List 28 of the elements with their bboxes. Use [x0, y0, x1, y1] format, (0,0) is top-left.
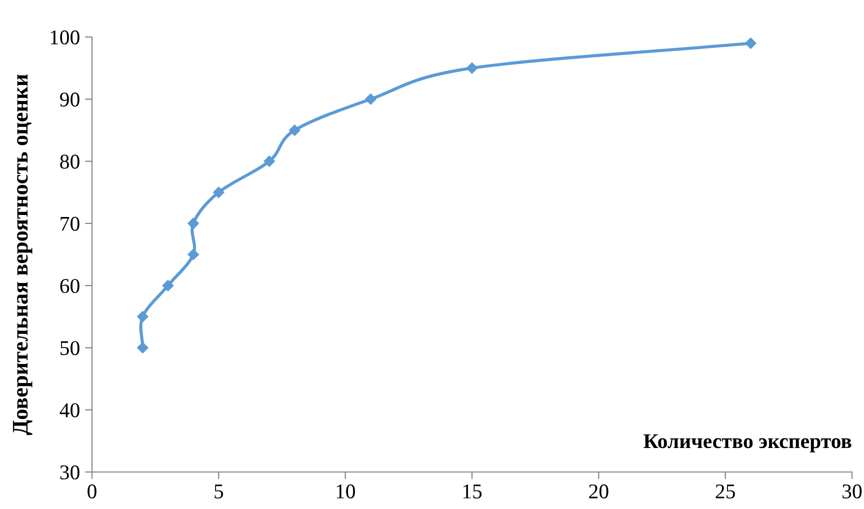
y-tick-label: 30 [60, 465, 80, 480]
point [188, 248, 199, 260]
x-tick-label: 10 [336, 484, 355, 498]
y-tick-label: 90 [60, 92, 80, 107]
x-tick-label: 0 [88, 484, 96, 498]
point [188, 218, 199, 230]
point [745, 38, 756, 49]
point [137, 342, 148, 354]
point [213, 186, 224, 198]
y-tick-label: 80 [60, 154, 80, 169]
point [289, 124, 300, 136]
point [264, 156, 275, 167]
y-tick-label: 50 [60, 341, 80, 356]
x-tick-label: 5 [214, 484, 224, 498]
point [162, 280, 174, 292]
y-tick-label: 100 [50, 30, 80, 44]
x-tick-label: 20 [589, 484, 608, 498]
y-tick-label: 70 [60, 216, 80, 231]
x-tick-label: 15 [463, 484, 482, 498]
x-tick-label: 25 [716, 484, 735, 498]
y-tick-label: 40 [60, 403, 80, 418]
y-tick-label: 60 [60, 278, 80, 294]
point [365, 94, 376, 105]
point [466, 62, 478, 74]
x-axis-title: Количество экспертов [644, 434, 852, 452]
y-axis-title: Доверительная вероятность оценки [12, 74, 32, 436]
x-tick-label: 30 [842, 484, 862, 498]
point [137, 311, 148, 322]
